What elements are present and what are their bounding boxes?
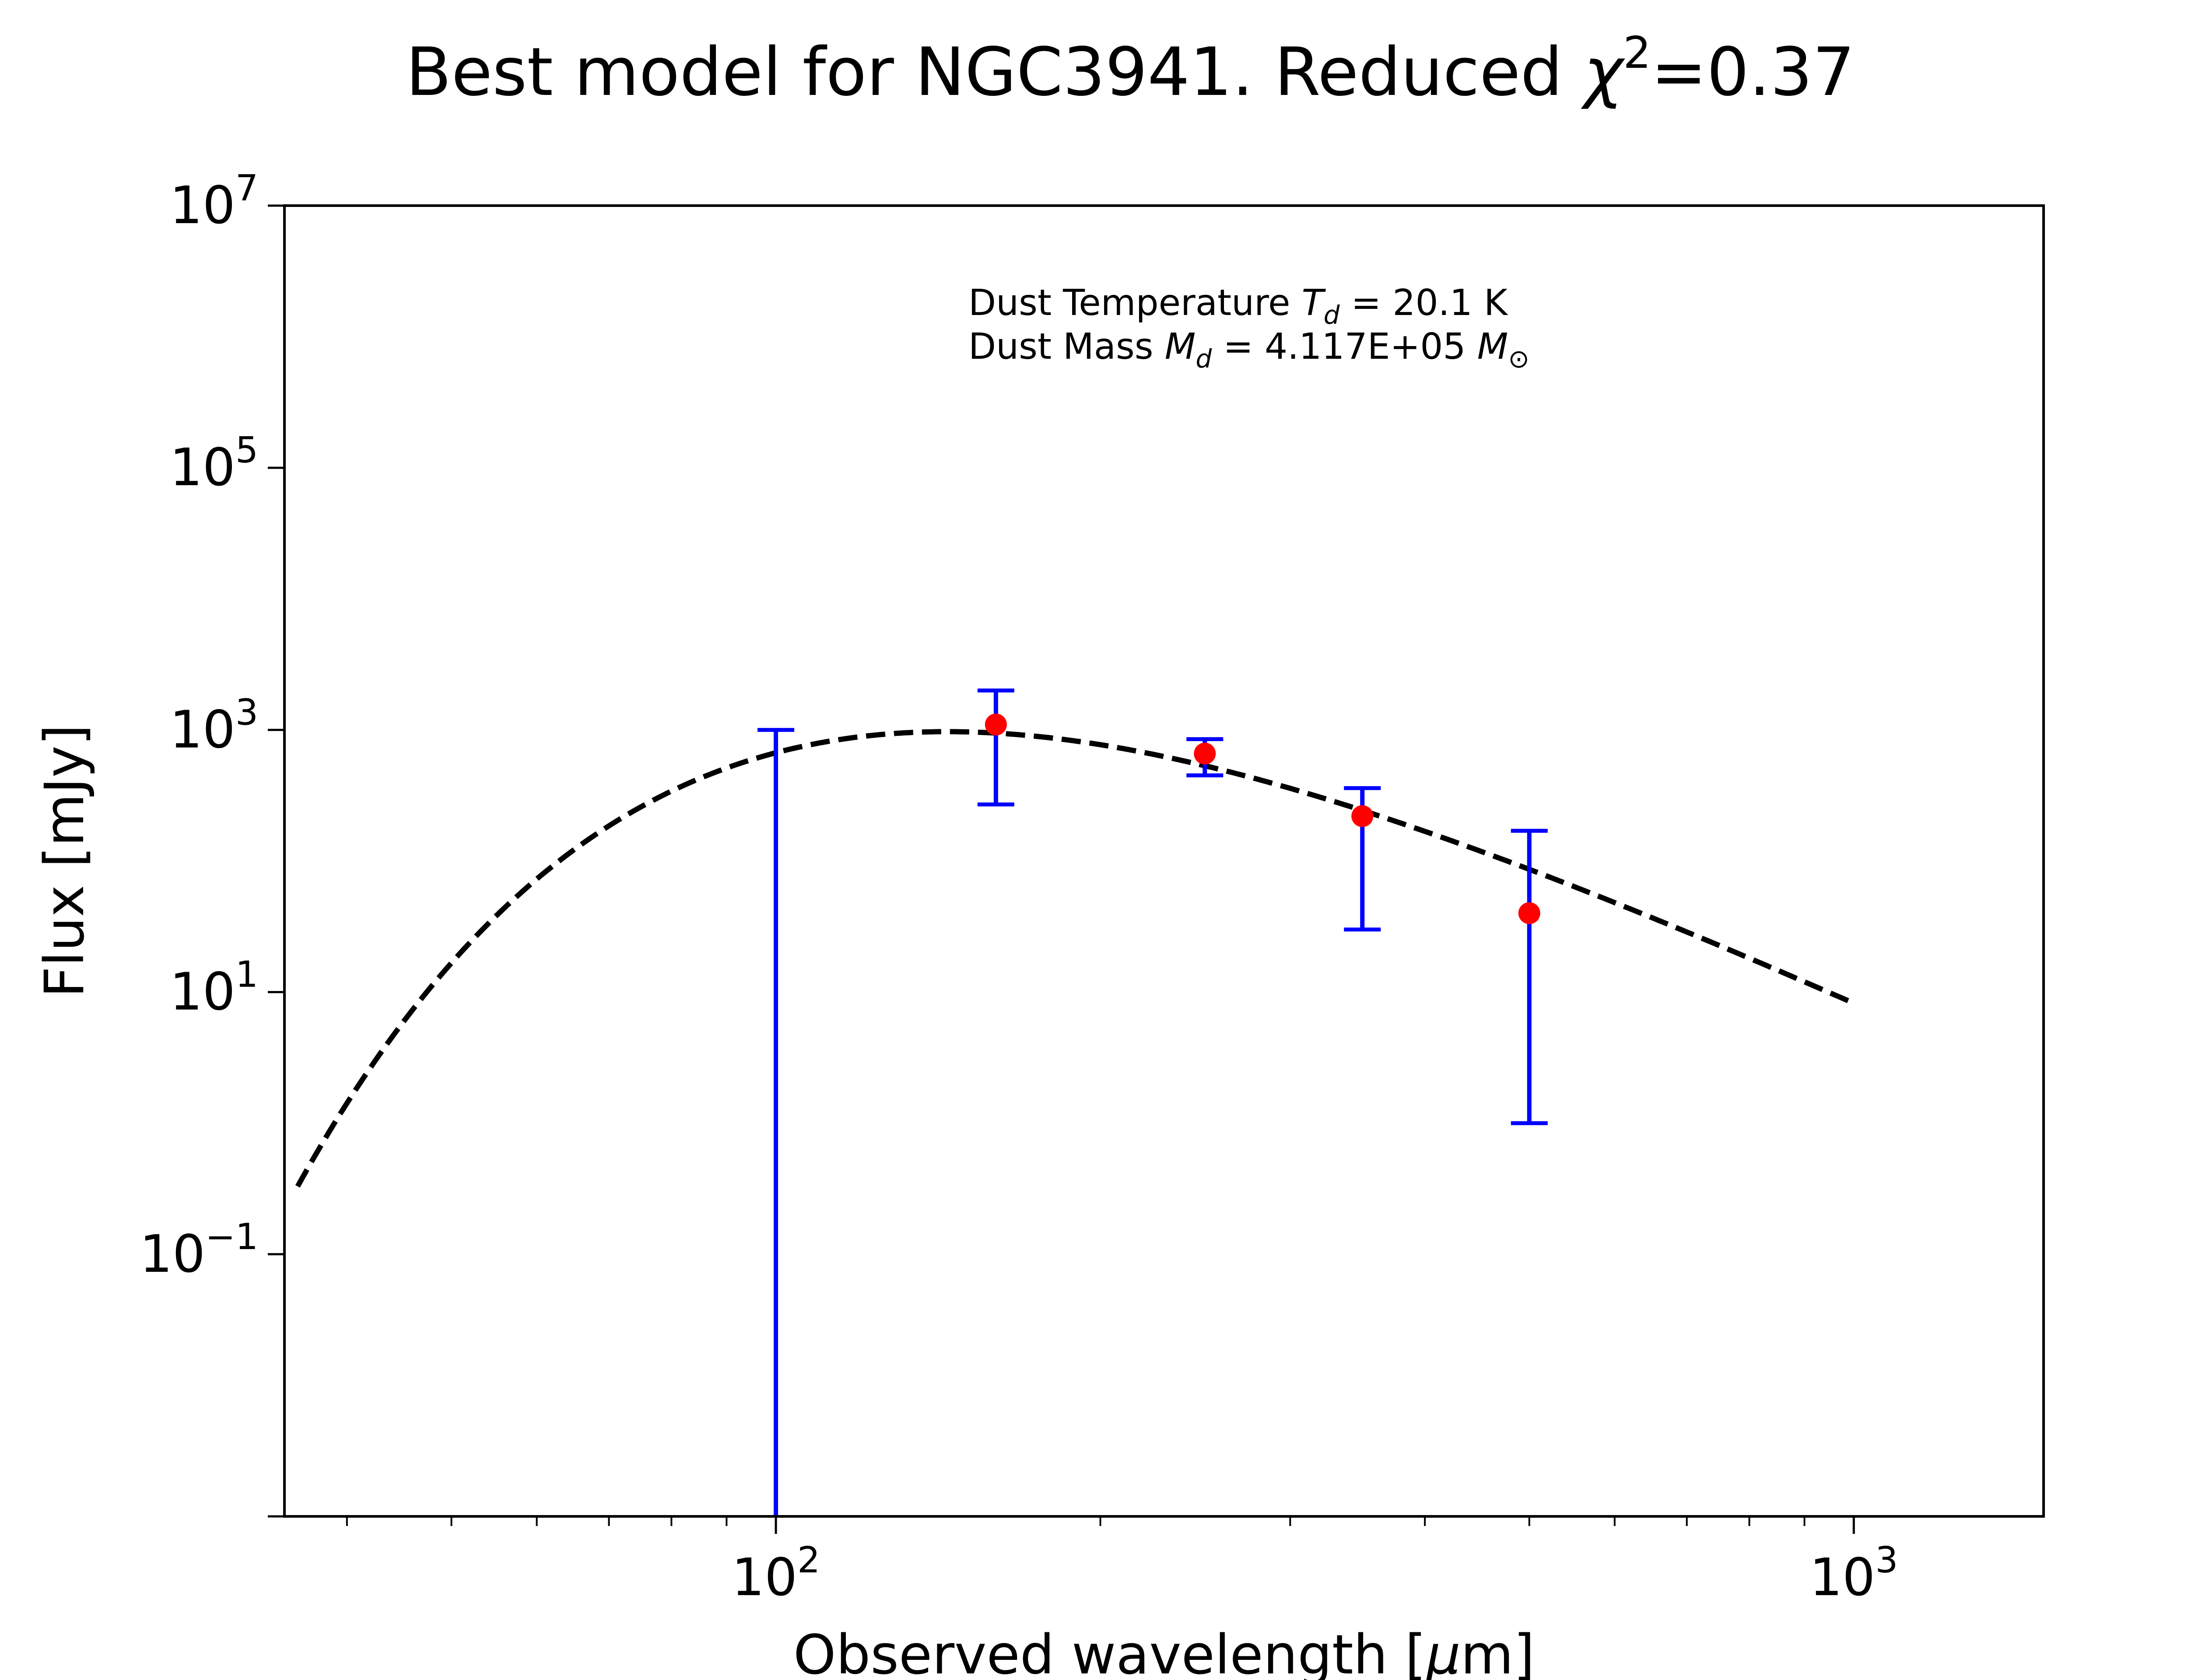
y-tick-label-2: 103 (170, 692, 258, 760)
chart-title: Best model for NGC3941. Reduced χ2=0.37 (406, 27, 1855, 111)
data-point-1 (985, 713, 1007, 735)
data-point-3 (1351, 805, 1374, 827)
x-axis-label: Observed wavelength [μm] (793, 1624, 1535, 1680)
plot-area-frame (283, 204, 2045, 1518)
annotation-dust-temperature: Dust Temperature Td = 20.1 K (968, 282, 1508, 330)
data-point-2 (1194, 742, 1216, 765)
y-tick-label-1: 101 (170, 954, 258, 1022)
annotation-dust-mass: Dust Mass Md = 4.117E+05 M⊙ (968, 326, 1529, 374)
x-tick-label-0: 102 (732, 1540, 820, 1607)
model-curve-layer (295, 729, 1855, 1188)
y-axis-label: Flux [mJy] (33, 724, 96, 998)
data-point-4 (1518, 902, 1540, 924)
x-axis-ticks: 102 103 (346, 1516, 1898, 1607)
model-curve (295, 729, 1855, 1188)
y-axis-ticks: 10−1 101 103 105 107 (140, 168, 284, 1518)
x-tick-label-1: 103 (1809, 1540, 1898, 1607)
data-point-layer (985, 713, 1540, 924)
y-tick-label-4: 107 (170, 168, 258, 235)
y-tick-label-3: 105 (170, 430, 258, 497)
y-tick-label-0: 10−1 (140, 1216, 258, 1284)
errorbar-layer (757, 688, 1548, 1516)
